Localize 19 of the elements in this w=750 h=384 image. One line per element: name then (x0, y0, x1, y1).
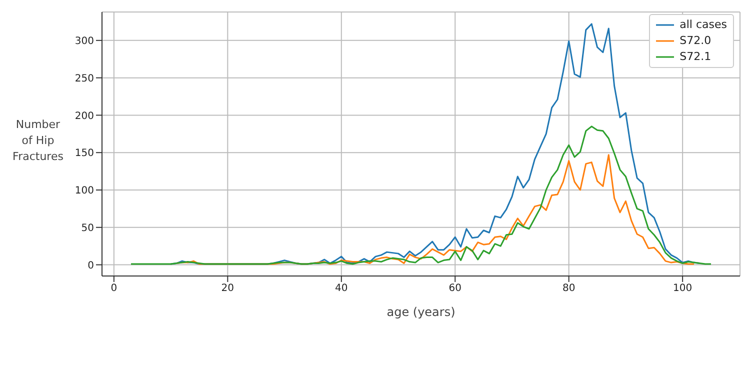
y-tick-label: 50 (81, 222, 94, 234)
y-tick-label: 0 (88, 260, 94, 272)
x-tick-label: 0 (110, 283, 118, 294)
y-axis-title: Number of Hip Fractures (12, 118, 64, 163)
y-tick-label: 250 (74, 73, 94, 84)
legend-label: S72.1 (680, 49, 712, 65)
x-tick-label: 60 (448, 283, 462, 294)
y-tick-label: 100 (74, 186, 94, 197)
legend-label: all cases (680, 17, 727, 33)
x-tick-label: 20 (221, 283, 234, 294)
x-tick-label: 100 (673, 283, 692, 294)
legend-label: S72.0 (680, 33, 712, 49)
y-tick-label: 300 (74, 36, 94, 47)
y-tick-label: 150 (74, 148, 94, 160)
x-tick-label: 80 (562, 283, 576, 294)
y-tick-label: 200 (74, 110, 94, 122)
x-axis-title: age (years) (386, 305, 456, 319)
x-tick-label: 40 (335, 283, 348, 294)
line-series (130, 126, 712, 265)
